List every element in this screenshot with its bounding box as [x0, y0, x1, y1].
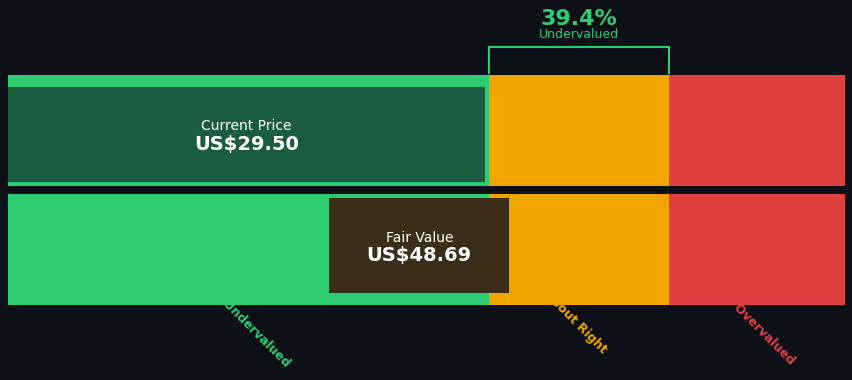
Bar — [8, 194, 489, 297]
Text: 20% Overvalued: 20% Overvalued — [706, 276, 797, 367]
Text: 39.4%: 39.4% — [540, 9, 617, 29]
Text: US$29.50: US$29.50 — [194, 135, 299, 154]
Bar — [669, 194, 844, 297]
Bar — [489, 75, 669, 83]
Bar — [8, 83, 489, 186]
Text: US$48.69: US$48.69 — [366, 246, 471, 265]
Text: Current Price: Current Price — [201, 119, 291, 133]
Bar — [8, 297, 489, 305]
Bar — [329, 198, 509, 293]
Bar — [669, 297, 844, 305]
Text: 20% Undervalued: 20% Undervalued — [195, 273, 292, 370]
Text: Fair Value: Fair Value — [385, 231, 452, 244]
Bar — [669, 75, 844, 83]
Bar — [669, 83, 844, 186]
Bar — [489, 194, 669, 297]
Bar — [489, 83, 669, 186]
Bar — [489, 297, 669, 305]
Text: Undervalued: Undervalued — [538, 28, 619, 41]
Bar — [8, 75, 489, 83]
Bar — [8, 87, 485, 182]
Text: About Right: About Right — [540, 288, 608, 356]
